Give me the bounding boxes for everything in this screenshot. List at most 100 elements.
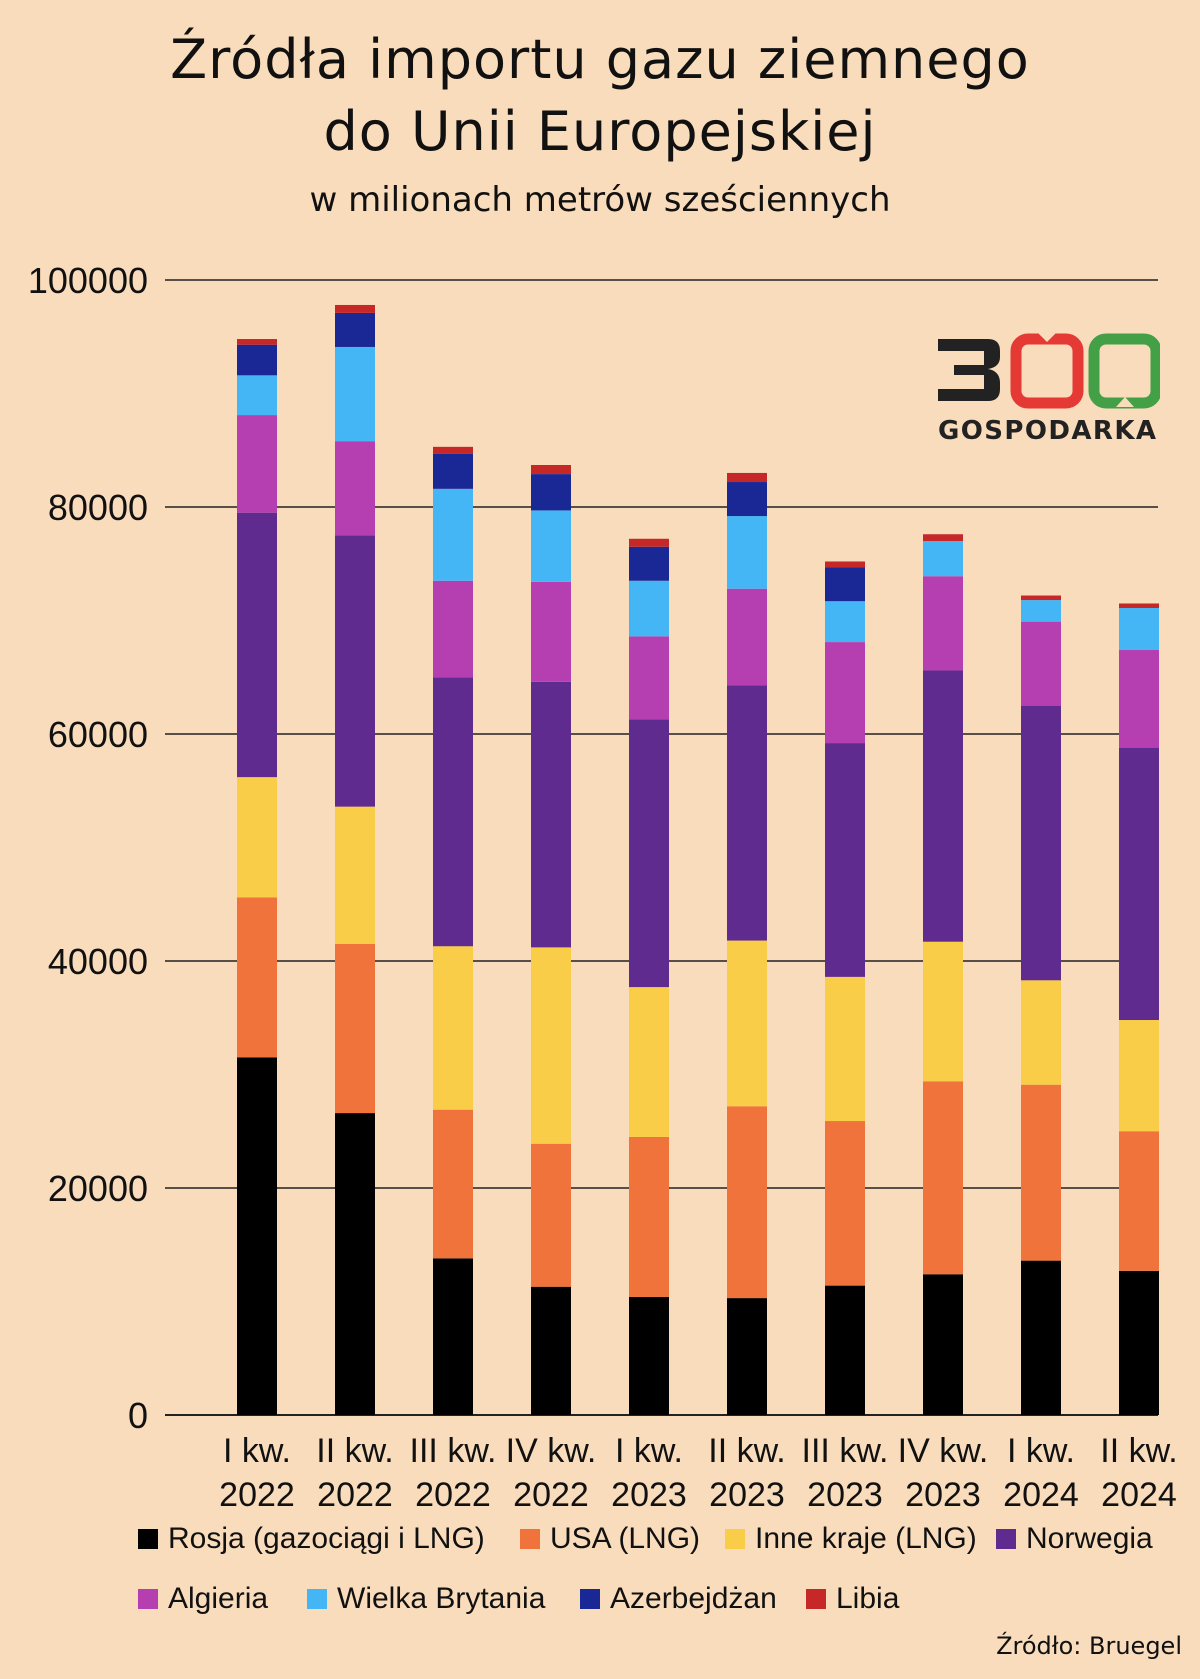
bar-segment	[433, 1258, 473, 1415]
legend-swatch	[996, 1529, 1016, 1549]
bar-segment	[433, 1109, 473, 1259]
bar-segment	[335, 304, 375, 313]
legend-item: Rosja (gazociągi i LNG)	[138, 1522, 485, 1556]
bar-segment	[1021, 980, 1061, 1085]
x-tick-label: IV kw.	[506, 1432, 597, 1470]
y-tick-label: 20000	[48, 1168, 148, 1209]
x-tick-label: 2024	[1101, 1476, 1177, 1514]
x-tick-label: 2024	[1003, 1476, 1079, 1514]
bar-segment	[1119, 603, 1159, 609]
legend-label: Rosja (gazociągi i LNG)	[168, 1522, 485, 1555]
legend-label: Libia	[836, 1582, 900, 1615]
bar-segment	[1119, 650, 1159, 748]
bar-segment	[237, 339, 277, 345]
bar-segment	[1119, 1020, 1159, 1132]
bar-segment	[531, 510, 571, 582]
x-tick-label: 2022	[415, 1476, 491, 1514]
bar-segment	[629, 1296, 669, 1415]
bar-segment	[531, 465, 571, 475]
bar-segment	[1021, 621, 1061, 706]
bar-segment	[727, 1298, 767, 1415]
legend-label: Algieria	[168, 1582, 269, 1615]
x-tick-label: II kw.	[316, 1432, 393, 1470]
bar-segment	[825, 743, 865, 977]
x-tick-label: III kw.	[410, 1432, 497, 1470]
bar-segment	[237, 897, 277, 1058]
bar-segment	[531, 1286, 571, 1415]
bar-segment	[1119, 1131, 1159, 1271]
bar-segment	[433, 677, 473, 947]
bar-segment	[531, 947, 571, 1144]
bar-segment	[335, 806, 375, 944]
bar-segment	[923, 1274, 963, 1415]
x-tick-label: II kw.	[708, 1432, 785, 1470]
bar-segment	[237, 415, 277, 513]
legend-item: Norwegia	[996, 1522, 1153, 1556]
legend-swatch	[806, 1589, 826, 1609]
bar-segment	[237, 512, 277, 778]
bar-segment	[433, 488, 473, 581]
bar-segment	[335, 943, 375, 1114]
legend-label: Norwegia	[1026, 1522, 1153, 1555]
legend-label: Wielka Brytania	[337, 1582, 546, 1615]
x-tick-label: 2022	[513, 1476, 589, 1514]
logo-300-icon: GOSPODARKA	[938, 333, 1162, 446]
x-tick-label: 2022	[317, 1476, 393, 1514]
bar-segment	[923, 1081, 963, 1275]
logo-text: GOSPODARKA	[938, 416, 1156, 446]
legend-label: USA (LNG)	[550, 1522, 701, 1555]
legend-item: Wielka Brytania	[307, 1582, 545, 1616]
bar-segment	[1021, 705, 1061, 981]
legend-swatch	[580, 1589, 600, 1609]
bar-segment	[1021, 595, 1061, 601]
bar-segment	[825, 1285, 865, 1415]
x-tick-label: 2023	[611, 1476, 687, 1514]
legend-swatch	[138, 1589, 158, 1609]
y-tick-label: 0	[128, 1395, 148, 1436]
bar-segment	[237, 344, 277, 376]
chart-title-line1: Źródła importu gazu ziemnego	[170, 28, 1030, 91]
bar-segment	[629, 636, 669, 720]
legend-label: Inne kraje (LNG)	[755, 1522, 977, 1555]
bar-segment	[825, 601, 865, 643]
bar-segment	[335, 346, 375, 442]
bar-segment	[727, 472, 767, 483]
bar-segment	[629, 987, 669, 1137]
legend-item: USA (LNG)	[520, 1522, 700, 1556]
bar-segment	[335, 1113, 375, 1415]
x-tick-label: 2022	[219, 1476, 295, 1514]
x-tick-label: 2023	[709, 1476, 785, 1514]
gospodarka-logo: GOSPODARKA	[930, 325, 1162, 455]
y-tick-label: 100000	[28, 260, 148, 301]
x-tick-label: I kw.	[615, 1432, 683, 1470]
bar-segment	[825, 567, 865, 602]
bar-segment	[923, 941, 963, 1082]
legend-item: Algieria	[138, 1582, 268, 1616]
bar-segment	[1021, 1260, 1061, 1415]
bar-segment	[237, 777, 277, 898]
bar-segment	[433, 946, 473, 1110]
bar-segment	[923, 670, 963, 942]
x-tick-label: I kw.	[223, 1432, 291, 1470]
bar-segment	[825, 642, 865, 744]
legend-swatch	[725, 1529, 745, 1549]
bar-segment	[727, 685, 767, 941]
legend-item: Inne kraje (LNG)	[725, 1522, 977, 1556]
y-tick-label: 40000	[48, 941, 148, 982]
bar-segment	[433, 580, 473, 678]
bar-segment	[237, 1057, 277, 1415]
bar-segment	[923, 534, 963, 542]
bar-segment	[629, 546, 669, 581]
y-tick-label: 80000	[48, 487, 148, 528]
bar-segment	[1119, 608, 1159, 651]
bar-segment	[335, 535, 375, 807]
bar-segment	[727, 1106, 767, 1299]
chart-title-line2: do Unii Europejskiej	[323, 100, 877, 163]
bar-segment	[923, 541, 963, 577]
source-note: Źródło: Bruegel	[996, 1632, 1182, 1660]
bar-segment	[629, 1136, 669, 1297]
legend-item: Azerbejdżan	[580, 1582, 777, 1616]
bar-segment	[923, 576, 963, 671]
bar-segment	[629, 538, 669, 547]
bar-segment	[335, 312, 375, 347]
